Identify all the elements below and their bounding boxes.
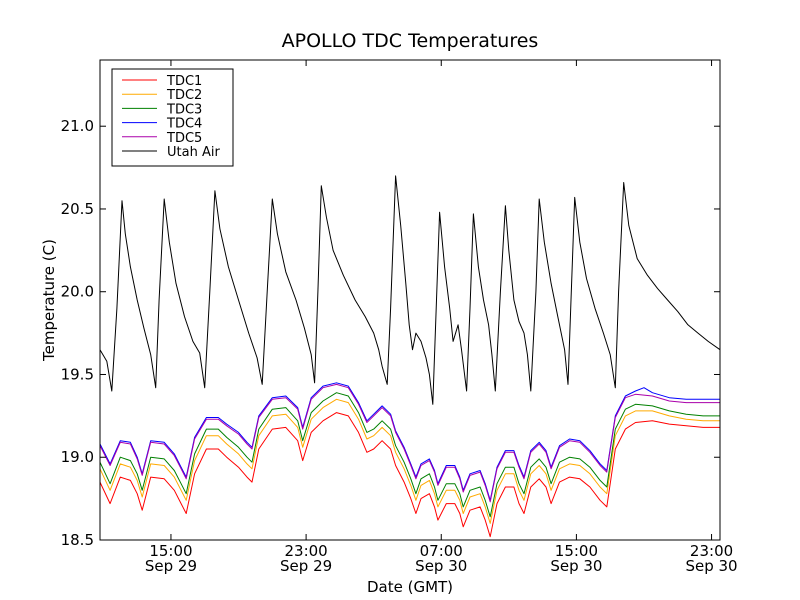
- legend-label-tdc3: TDC3: [166, 102, 202, 117]
- series-line-tdc1: [99, 412, 720, 538]
- legend-box: [111, 68, 234, 167]
- y-tick-label: 20.0: [61, 283, 94, 301]
- x-tick-label-time: 07:00: [420, 542, 463, 560]
- x-tick-label-time: 23:00: [284, 542, 327, 560]
- y-tick-label: 19.5: [61, 365, 94, 383]
- legend-label-tdc2: TDC2: [166, 88, 202, 103]
- series-line-tdc3: [99, 392, 720, 518]
- plot-lines: [99, 175, 721, 538]
- x-tick-label-date: Sep 29: [145, 557, 197, 575]
- x-tick-label-date: Sep 30: [550, 557, 602, 575]
- series-line-utah-air: [99, 175, 721, 405]
- x-axis-label: Date (GMT): [367, 578, 453, 596]
- x-tick-label-date: Sep 30: [415, 557, 467, 575]
- plot-frame: [99, 59, 721, 541]
- legend-label-tdc1: TDC1: [166, 74, 202, 89]
- x-tick-label-time: 15:00: [555, 542, 598, 560]
- series-line-tdc5: [99, 383, 720, 503]
- y-tick-label: 20.5: [61, 200, 94, 218]
- x-tick-label-date: Sep 29: [280, 557, 332, 575]
- y-axis-label: Temperature (C): [40, 239, 58, 362]
- y-tick-label: 18.5: [61, 531, 94, 549]
- y-tick-label: 19.0: [61, 448, 94, 466]
- legend-label-utah-air: Utah Air: [167, 145, 220, 160]
- series-line-tdc4: [99, 382, 720, 501]
- chart-title: APOLLO TDC Temperatures: [282, 30, 539, 52]
- x-tick-label-date: Sep 30: [685, 557, 737, 575]
- legend-label-tdc5: TDC5: [166, 131, 202, 146]
- x-tick-label-time: 23:00: [690, 542, 733, 560]
- series-line-tdc2: [99, 398, 720, 524]
- x-tick-label-time: 15:00: [149, 542, 192, 560]
- legend-label-tdc4: TDC4: [166, 117, 202, 132]
- y-axis: 18.5 19.0 19.5 20.0 20.5 21.0: [61, 117, 720, 549]
- y-tick-label: 21.0: [61, 117, 94, 135]
